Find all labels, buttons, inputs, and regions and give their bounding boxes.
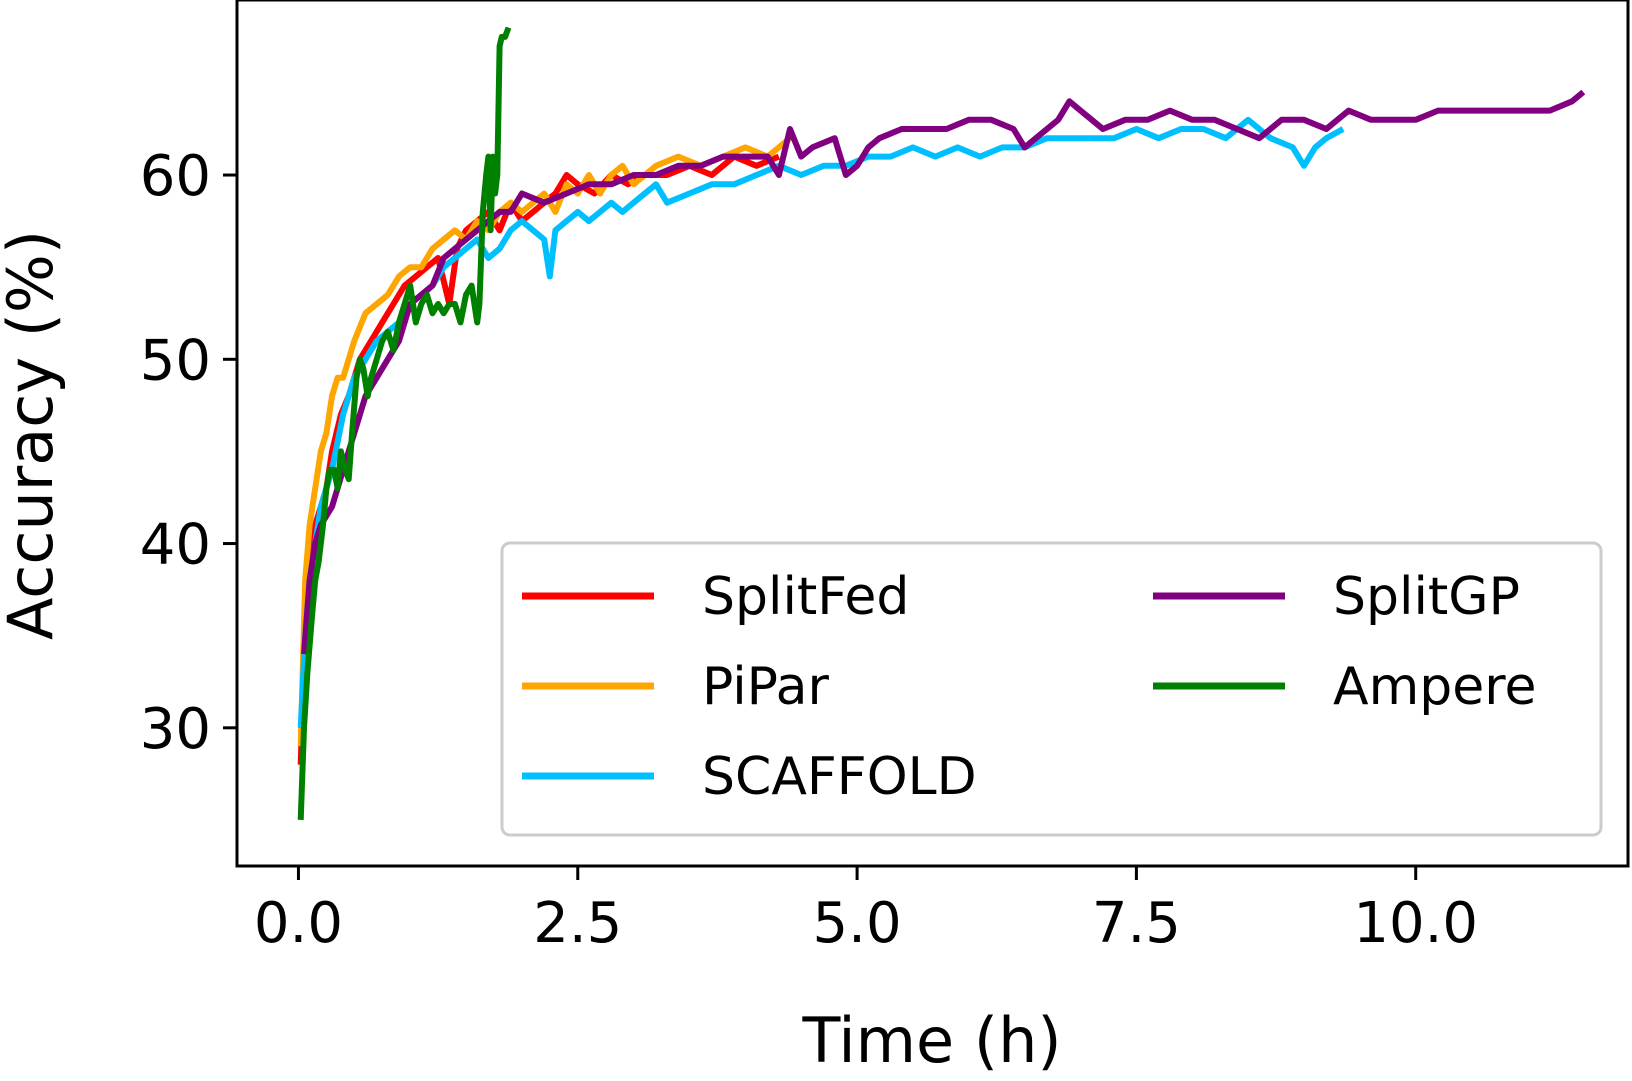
x-tick-label: 5.0 [813,891,902,956]
x-tick-label: 0.0 [254,891,343,956]
series-lines [297,26,1586,821]
y-tick-label: 40 [140,513,211,578]
x-tick-label: 7.5 [1092,891,1181,956]
legend-label-splitgp: SplitGP [1333,567,1520,627]
y-axis-title: Accuracy (%) [0,230,67,640]
series-line-scaffold [297,116,1345,728]
plot-frame [235,0,1630,868]
y-axis-ticks: 30 40 50 60 [140,144,237,762]
series-line-ampere [297,26,512,821]
legend-label-pipar: PiPar [702,657,830,717]
x-tick-label: 2.5 [533,891,622,956]
x-tick-label: 10.0 [1353,891,1478,956]
y-tick-label: 50 [140,328,211,393]
legend-box [500,541,1603,837]
y-tick-label: 30 [140,697,211,762]
y-tick-label: 60 [140,144,211,209]
legend-label-splitfed: SplitFed [702,567,909,627]
legend-label-scaffold: SCAFFOLD [702,747,977,807]
legend: SplitFed PiPar SCAFFOLD SplitGP Ampere [500,541,1603,837]
x-axis-ticks: 0.0 2.5 5.0 7.5 10.0 [254,866,1478,956]
legend-label-ampere: Ampere [1333,657,1536,717]
x-axis-title: Time (h) [801,1004,1061,1077]
series-line-splitgp [301,89,1586,655]
